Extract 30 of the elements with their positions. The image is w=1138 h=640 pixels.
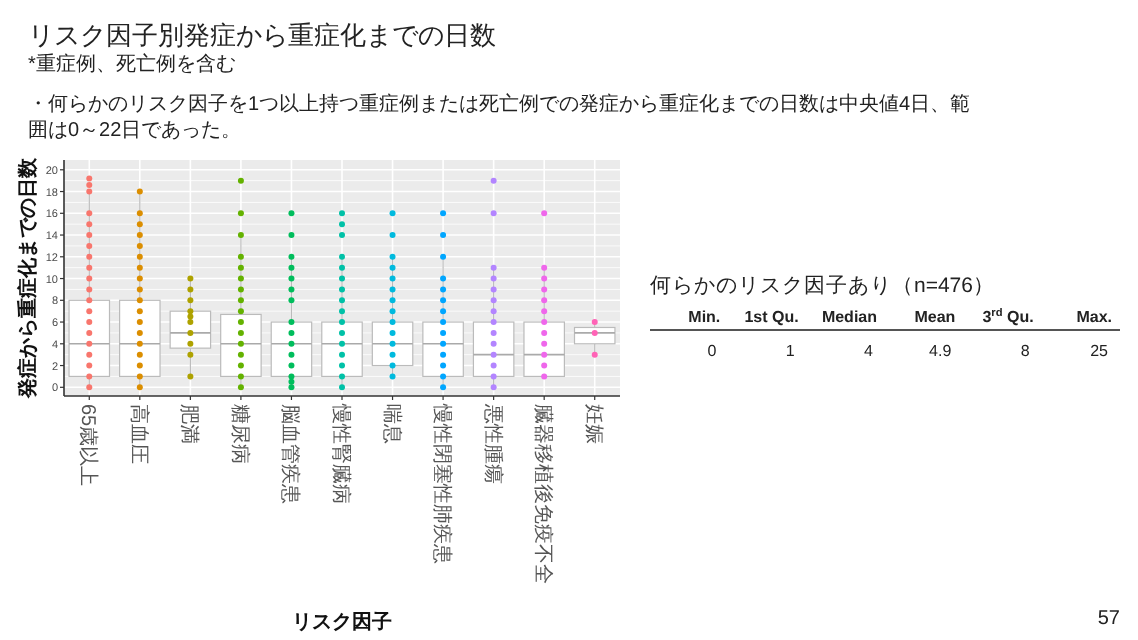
x-tick-label: 65歳以上 bbox=[76, 404, 101, 487]
x-tick-label: 糖尿病 bbox=[227, 404, 252, 464]
chart-title: リスク因子別発症から重症化までの日数 bbox=[28, 20, 496, 50]
data-label: 8 bbox=[1020, 342, 1031, 360]
x-tick-label: 高血圧 bbox=[126, 404, 151, 464]
data-label: 1 bbox=[785, 342, 796, 360]
category-label: Mean bbox=[914, 308, 956, 326]
text: 何らかのリスク因子あり（n=476） bbox=[650, 274, 995, 298]
data-label: 4.9 bbox=[929, 342, 953, 360]
x-tick-label: 肥満 bbox=[177, 404, 202, 444]
x-tick-label: 慢性閉塞性肺疾患 bbox=[430, 402, 455, 564]
category-label: Min. bbox=[688, 308, 721, 326]
category-label: 1st Qu. bbox=[744, 308, 799, 326]
data-label: 4 bbox=[864, 342, 875, 360]
x-tick-label: 慢性腎臓病 bbox=[329, 402, 353, 504]
x-tick-label: 喘息 bbox=[379, 404, 404, 444]
category-label: Median bbox=[821, 308, 878, 326]
x-tick-label: 臓器移植後免疫不全 bbox=[531, 404, 556, 584]
x-axis-title: リスク因子 bbox=[292, 610, 392, 634]
text: ・何らかのリスク因子を1つ以上持つ重症例または死亡例での発症から重症化までの日数は中央値4日、範囲は0～22日であった。 bbox=[28, 92, 971, 142]
category-label: 3$^{rd}$ Qu. bbox=[982, 306, 1034, 326]
y-axis-title: 発症から重症化までの日数 bbox=[16, 156, 40, 400]
data-label: 0 bbox=[707, 342, 718, 360]
x-tick-label: 悪性腫瘍 bbox=[480, 402, 505, 484]
data-label: 25 bbox=[1090, 342, 1110, 360]
category-label: Max. bbox=[1076, 308, 1112, 326]
x-tick-label: 脳血管疾患 bbox=[278, 404, 303, 504]
chart-subtitle: *重症例、死亡例を含む bbox=[28, 52, 236, 76]
x-tick-label: 妊娠 bbox=[581, 404, 604, 444]
text: 57 bbox=[1097, 608, 1121, 630]
